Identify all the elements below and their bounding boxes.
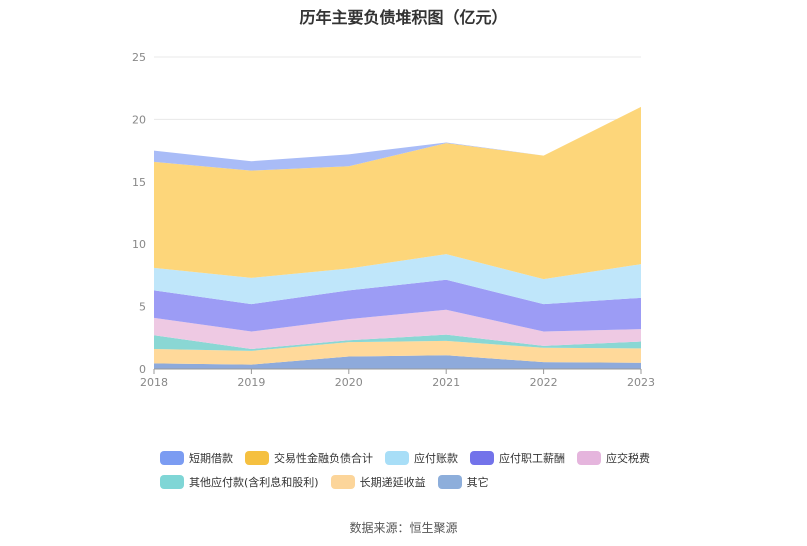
area-series [154, 106, 641, 280]
legend-swatch [245, 451, 269, 465]
legend-item[interactable]: 应付职工薪酬 [470, 450, 565, 466]
legend-item[interactable]: 其他应付款(含利息和股利) [160, 474, 319, 490]
y-tick-label: 10 [132, 238, 146, 251]
legend-item[interactable]: 应付账款 [385, 450, 458, 466]
legend-swatch [385, 451, 409, 465]
legend-label: 应交税费 [606, 452, 650, 465]
area-series [154, 334, 641, 351]
legend-item[interactable]: 短期借款 [160, 450, 233, 466]
chart-title: 历年主要负债堆积图（亿元） [299, 8, 508, 27]
y-tick-label: 15 [132, 176, 146, 189]
area-series [154, 254, 641, 305]
legend-label: 交易性金融负债合计 [274, 452, 373, 465]
legend-swatch [330, 475, 355, 489]
legend-label: 其他应付款(含利息和股利) [189, 476, 319, 489]
source-note: 数据来源：恒生聚源 [349, 521, 458, 535]
legend-label: 长期递延收益 [359, 476, 426, 489]
x-tick-label: 2019 [237, 376, 265, 389]
y-tick-label: 0 [139, 363, 146, 376]
legend-item[interactable]: 交易性金融负债合计 [245, 450, 373, 466]
y-tick-label: 20 [132, 113, 146, 126]
legend-swatch [160, 451, 184, 465]
legend: 短期借款 交易性金融负债合计 应付账款 应付职工薪酬 应交税费 其他应付款(含利息和股利… [160, 450, 680, 498]
legend-label: 其它 [466, 476, 489, 489]
legend-swatch [160, 475, 184, 489]
legend-swatch [577, 451, 601, 465]
legend-label: 应付职工薪酬 [499, 452, 565, 465]
legend-item[interactable]: 其它 [437, 474, 489, 490]
x-tick-label: 2022 [530, 376, 558, 389]
legend-label: 短期借款 [189, 452, 233, 465]
x-tick-label: 2023 [627, 376, 655, 389]
area-series [154, 309, 641, 350]
area-series [154, 106, 641, 171]
y-tick-label: 25 [132, 51, 146, 64]
legend-item[interactable]: 应交税费 [577, 450, 650, 466]
area-series [154, 340, 641, 365]
area-series [154, 279, 641, 332]
legend-swatch [437, 475, 462, 489]
legend-label: 应付账款 [414, 452, 458, 465]
y-tick-label: 5 [139, 301, 146, 314]
stacked-area-chart: 0 5 10 15 20 25 2018 2019 2020 2021 2022 2023 [132, 51, 655, 389]
legend-swatch [470, 451, 494, 465]
legend-item[interactable]: 长期递延收益 [330, 474, 426, 490]
area-series [154, 355, 641, 369]
x-tick-label: 2020 [335, 376, 363, 389]
x-tick-label: 2021 [432, 376, 460, 389]
x-tick-label: 2018 [140, 376, 168, 389]
